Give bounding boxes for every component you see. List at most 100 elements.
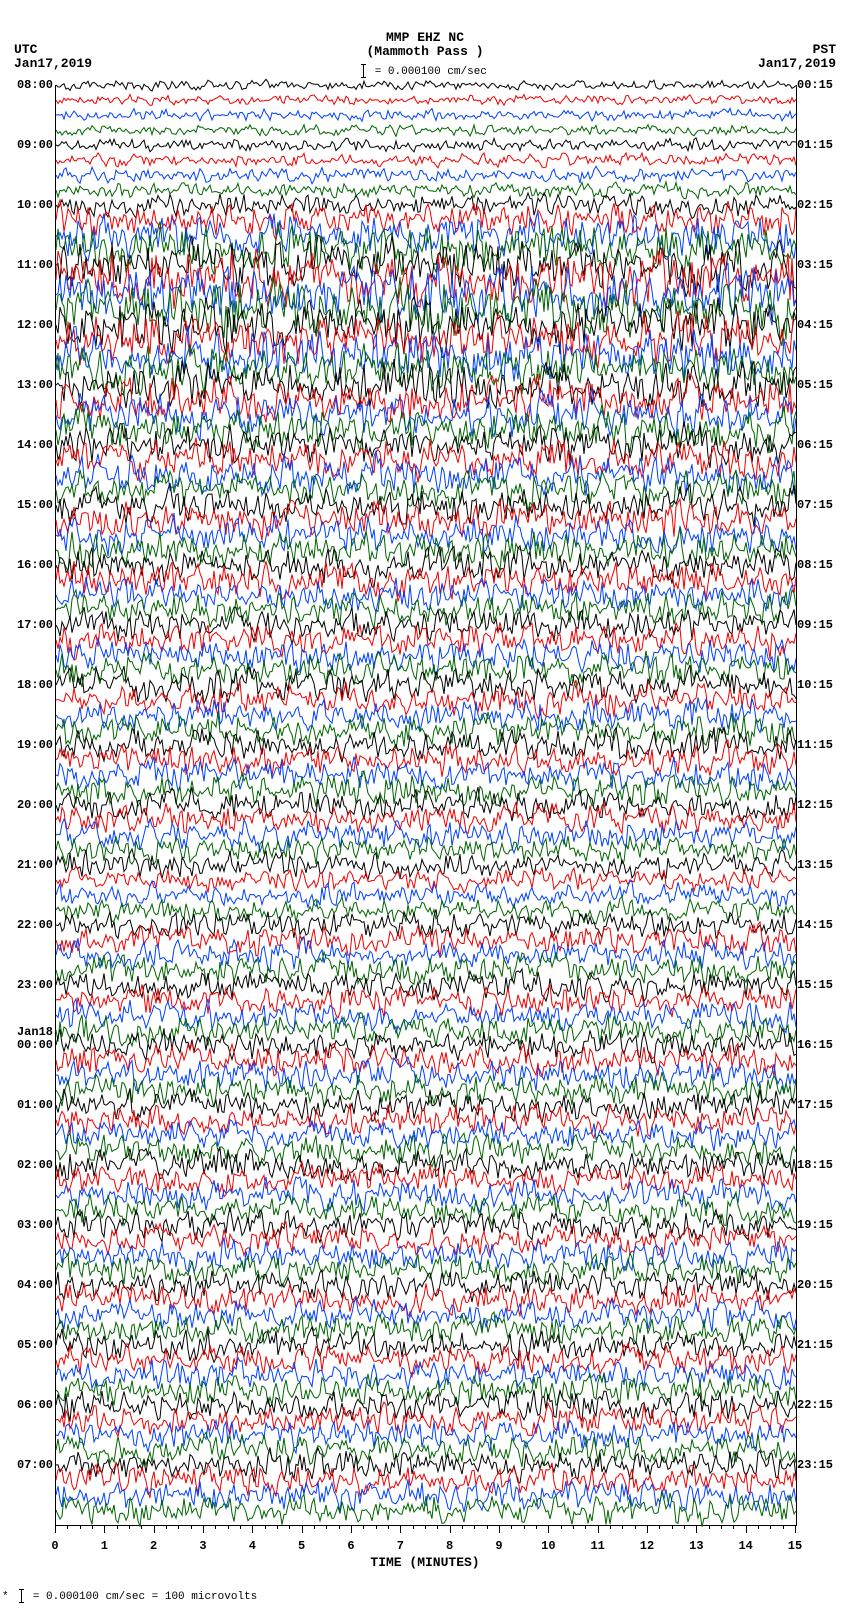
left-hour-label: 01:00 bbox=[10, 1099, 53, 1111]
right-hour-label: 07:15 bbox=[797, 499, 840, 511]
right-hour-label: 13:15 bbox=[797, 859, 840, 871]
left-hour-label: 00:00 bbox=[10, 1039, 53, 1051]
xtick-mark bbox=[351, 1525, 352, 1533]
right-hour-label: 15:15 bbox=[797, 979, 840, 991]
xtick-minor bbox=[622, 1525, 623, 1529]
xtick-mark bbox=[598, 1525, 599, 1533]
xtick-minor bbox=[511, 1525, 512, 1529]
left-hour-label: 16:00 bbox=[10, 559, 53, 571]
xtick-minor bbox=[413, 1525, 414, 1529]
xtick-minor bbox=[425, 1525, 426, 1529]
xtick-mark bbox=[302, 1525, 303, 1533]
xtick-label: 10 bbox=[541, 1539, 555, 1553]
left-hour-label: 12:00 bbox=[10, 319, 53, 331]
right-hour-label: 18:15 bbox=[797, 1159, 840, 1171]
xtick-minor bbox=[573, 1525, 574, 1529]
left-hour-label: 05:00 bbox=[10, 1339, 53, 1351]
xtick-mark bbox=[450, 1525, 451, 1533]
right-hour-label: 03:15 bbox=[797, 259, 840, 271]
left-hour-label: 22:00 bbox=[10, 919, 53, 931]
tz-right: PST bbox=[813, 42, 836, 57]
xtick-minor bbox=[610, 1525, 611, 1529]
right-hour-label: 11:15 bbox=[797, 739, 840, 751]
xtick-minor bbox=[240, 1525, 241, 1529]
station-subtitle: (Mammoth Pass ) bbox=[0, 44, 850, 59]
left-hour-label: 08:00 bbox=[10, 79, 53, 91]
xtick-minor bbox=[635, 1525, 636, 1529]
right-hour-label: 16:15 bbox=[797, 1039, 840, 1051]
xtick-minor bbox=[326, 1525, 327, 1529]
xtick-mark bbox=[154, 1525, 155, 1533]
xtick-mark bbox=[400, 1525, 401, 1533]
helicorder-plot bbox=[55, 85, 797, 1526]
helicorder-page: MMP EHZ NC (Mammoth Pass ) = 0.000100 cm… bbox=[0, 0, 850, 1613]
xtick-minor bbox=[585, 1525, 586, 1529]
date-right: Jan17,2019 bbox=[758, 56, 836, 71]
xtick-label: 3 bbox=[199, 1539, 206, 1553]
left-hour-label: 11:00 bbox=[10, 259, 53, 271]
seismic-trace bbox=[56, 108, 796, 121]
right-hour-label: 04:15 bbox=[797, 319, 840, 331]
left-hour-axis: 08:0009:0010:0011:0012:0013:0014:0015:00… bbox=[10, 85, 53, 1525]
left-hour-label: 21:00 bbox=[10, 859, 53, 871]
right-hour-label: 09:15 bbox=[797, 619, 840, 631]
xtick-minor bbox=[67, 1525, 68, 1529]
scale-bar-icon bbox=[363, 64, 364, 78]
right-hour-label: 17:15 bbox=[797, 1099, 840, 1111]
xtick-minor bbox=[709, 1525, 710, 1529]
xtick-minor bbox=[277, 1525, 278, 1529]
footer-scale: * = 0.000100 cm/sec = 100 microvolts bbox=[2, 1589, 257, 1603]
xtick-minor bbox=[462, 1525, 463, 1529]
xtick-minor bbox=[721, 1525, 722, 1529]
left-hour-label: 23:00 bbox=[10, 979, 53, 991]
xtick-minor bbox=[363, 1525, 364, 1529]
xtick-minor bbox=[487, 1525, 488, 1529]
xtick-minor bbox=[388, 1525, 389, 1529]
right-hour-label: 05:15 bbox=[797, 379, 840, 391]
left-hour-label: 04:00 bbox=[10, 1279, 53, 1291]
xtick-minor bbox=[117, 1525, 118, 1529]
x-axis-label: TIME (MINUTES) bbox=[55, 1555, 795, 1570]
left-hour-label: 17:00 bbox=[10, 619, 53, 631]
left-hour-label: 06:00 bbox=[10, 1399, 53, 1411]
left-hour-label: 15:00 bbox=[10, 499, 53, 511]
right-hour-label: 06:15 bbox=[797, 439, 840, 451]
right-hour-label: 02:15 bbox=[797, 199, 840, 211]
seismic-trace bbox=[56, 1493, 796, 1527]
xtick-label: 15 bbox=[788, 1539, 802, 1553]
xtick-minor bbox=[672, 1525, 673, 1529]
xtick-minor bbox=[659, 1525, 660, 1529]
xtick-label: 8 bbox=[446, 1539, 453, 1553]
footer-prefix: * bbox=[2, 1591, 9, 1603]
xtick-mark bbox=[55, 1525, 56, 1533]
seismic-trace bbox=[56, 79, 796, 91]
amplitude-scale: = 0.000100 cm/sec bbox=[0, 64, 850, 78]
left-hour-label: 13:00 bbox=[10, 379, 53, 391]
left-hour-label: 03:00 bbox=[10, 1219, 53, 1231]
xtick-mark bbox=[104, 1525, 105, 1533]
footer-text: = 0.000100 cm/sec = 100 microvolts bbox=[33, 1591, 257, 1603]
footer-scale-bar-icon bbox=[21, 1589, 22, 1603]
right-hour-label: 14:15 bbox=[797, 919, 840, 931]
station-title: MMP EHZ NC bbox=[0, 30, 850, 45]
xtick-minor bbox=[783, 1525, 784, 1529]
xtick-label: 0 bbox=[51, 1539, 58, 1553]
date-left: Jan17,2019 bbox=[14, 56, 92, 71]
right-hour-label: 12:15 bbox=[797, 799, 840, 811]
xtick-minor bbox=[474, 1525, 475, 1529]
xtick-minor bbox=[80, 1525, 81, 1529]
right-hour-axis: 00:1501:1502:1503:1504:1505:1506:1507:15… bbox=[797, 85, 840, 1525]
xtick-minor bbox=[758, 1525, 759, 1529]
xtick-minor bbox=[289, 1525, 290, 1529]
right-hour-label: 22:15 bbox=[797, 1399, 840, 1411]
xtick-minor bbox=[92, 1525, 93, 1529]
xtick-minor bbox=[733, 1525, 734, 1529]
left-hour-label: 20:00 bbox=[10, 799, 53, 811]
xtick-label: 9 bbox=[495, 1539, 502, 1553]
xtick-label: 7 bbox=[397, 1539, 404, 1553]
xtick-label: 2 bbox=[150, 1539, 157, 1553]
left-day-break: Jan18 bbox=[10, 1026, 53, 1038]
seismic-trace bbox=[56, 94, 796, 105]
xtick-mark bbox=[647, 1525, 648, 1533]
left-hour-label: 10:00 bbox=[10, 199, 53, 211]
